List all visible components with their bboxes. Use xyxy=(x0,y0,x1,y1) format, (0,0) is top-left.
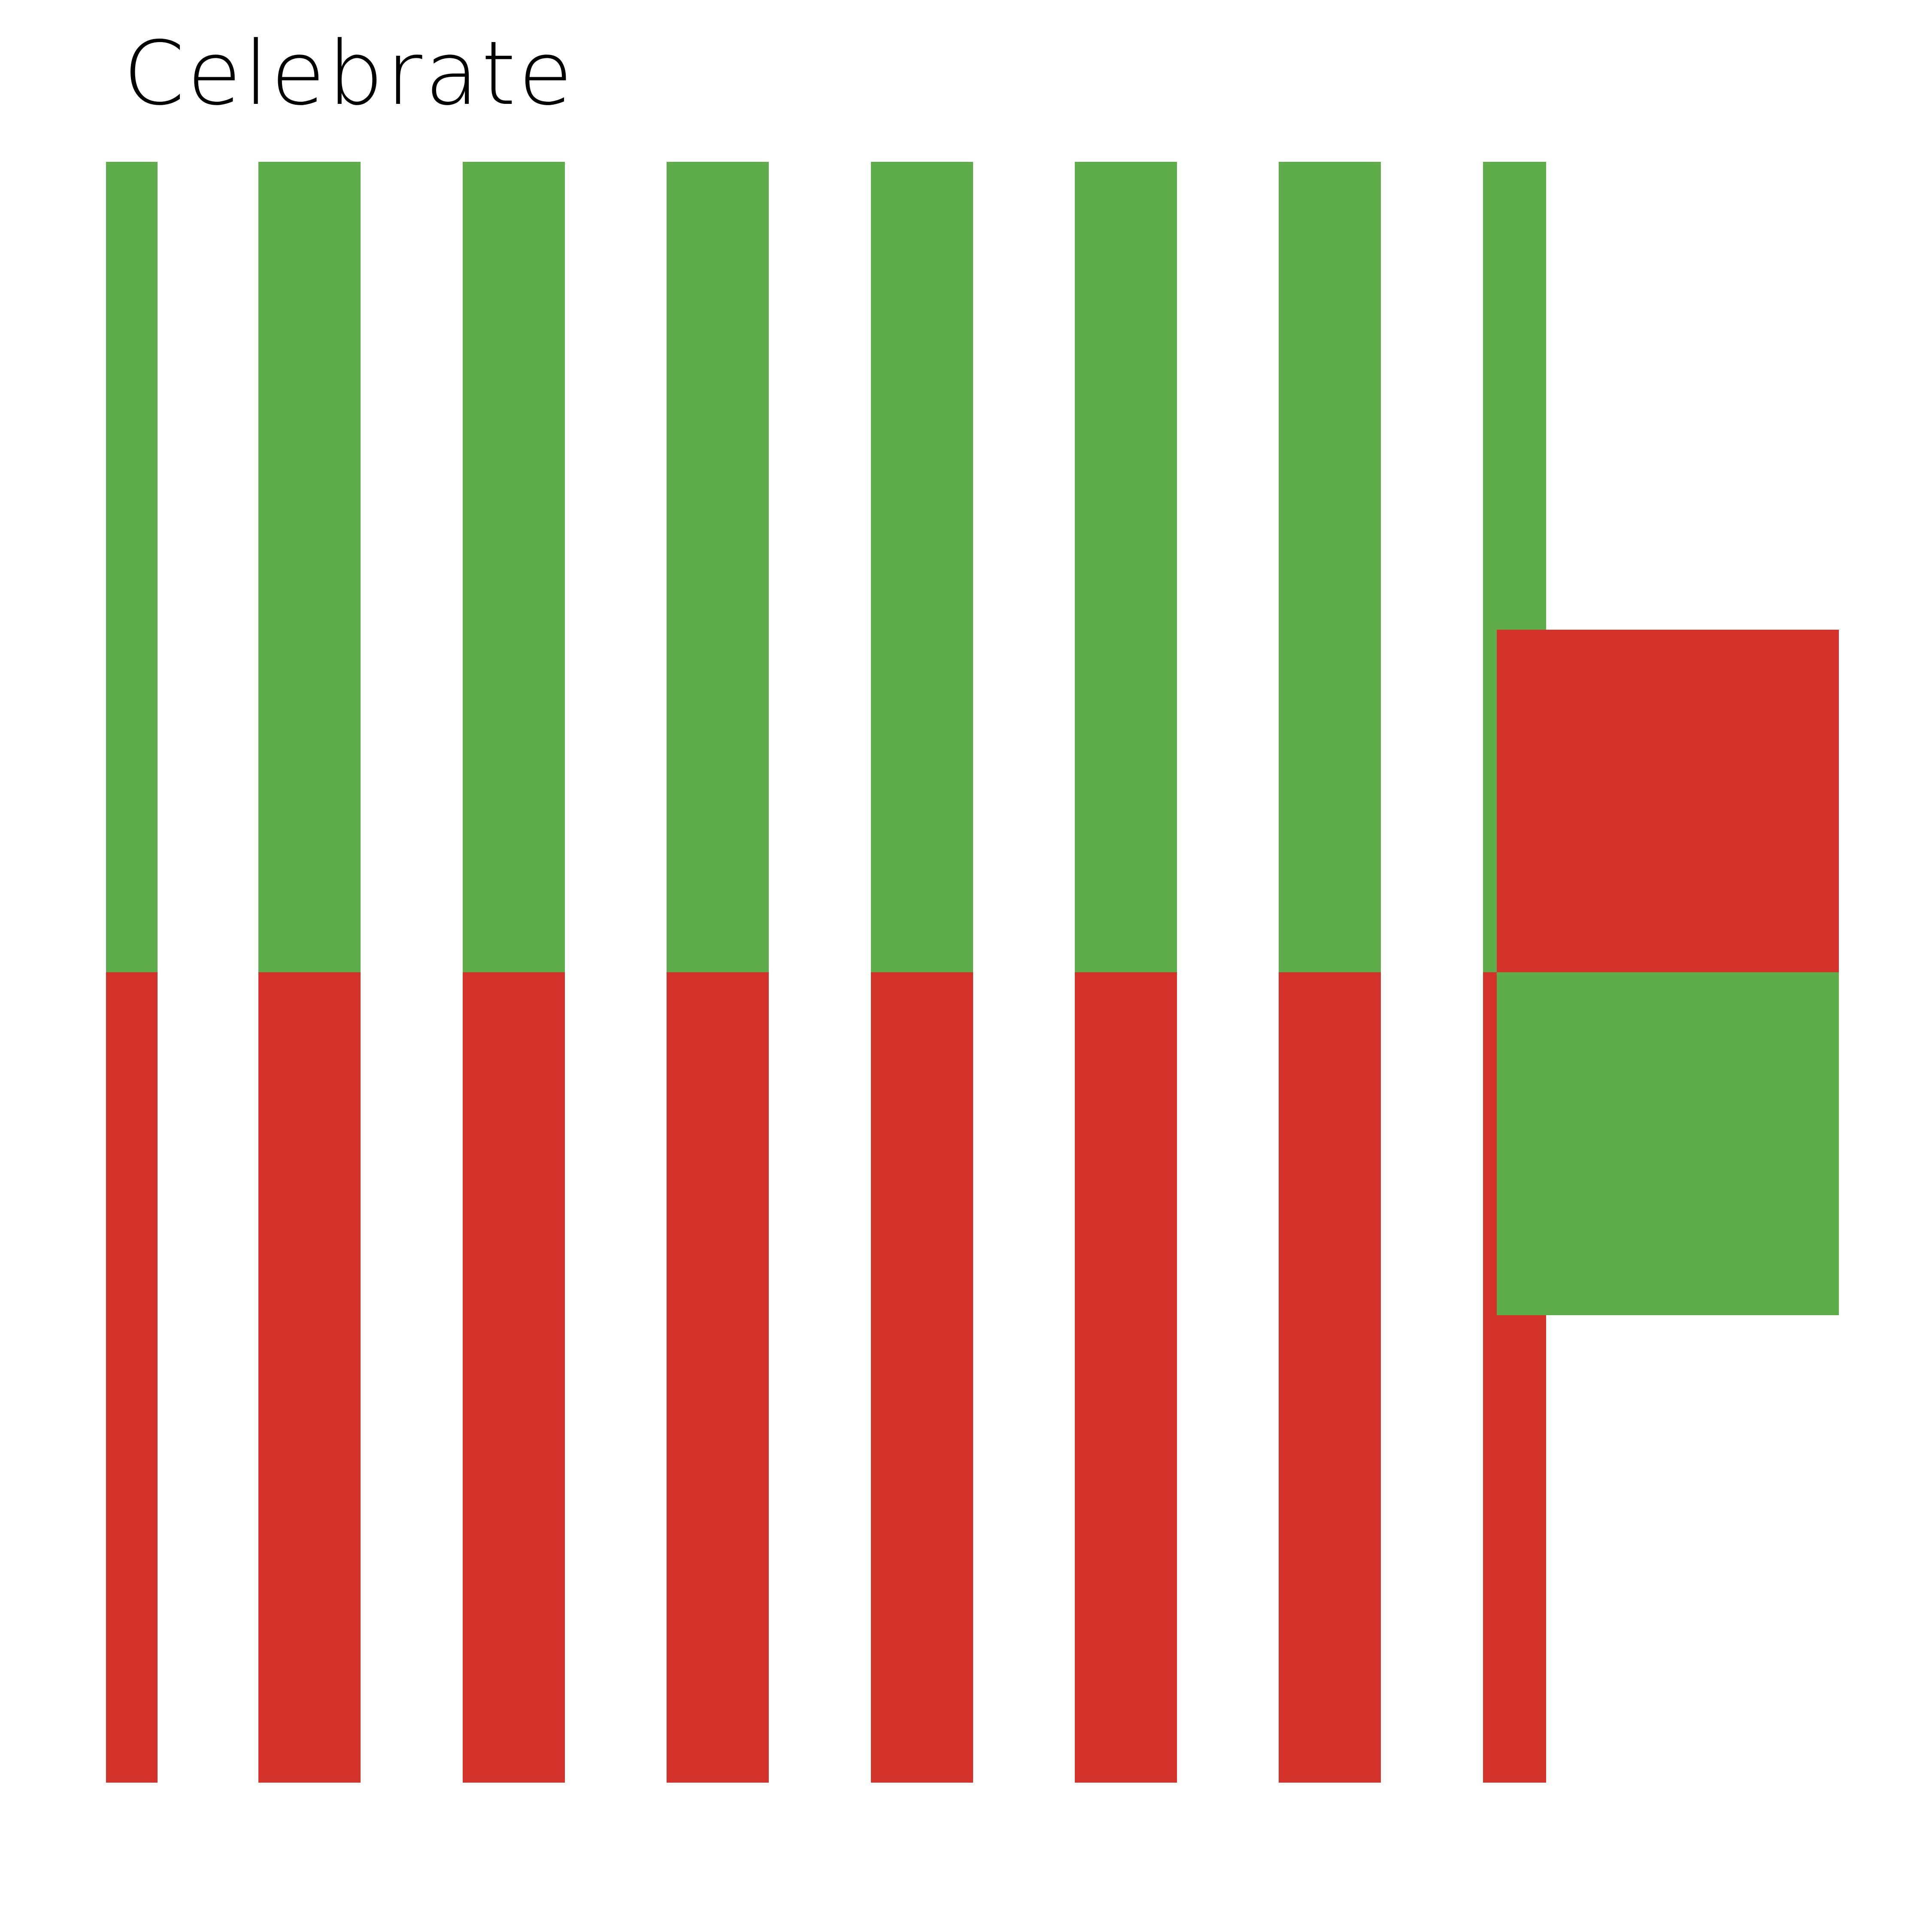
stripe-4 xyxy=(667,162,769,1783)
stripe-4-bottom xyxy=(667,972,769,1783)
stripe-1-top xyxy=(106,162,158,972)
stripe-6-bottom xyxy=(1075,972,1177,1783)
stripe-6 xyxy=(1075,162,1177,1783)
stripe-3-bottom xyxy=(463,972,565,1783)
stripe-3-top xyxy=(463,162,565,972)
page-title: Celebrate xyxy=(123,23,575,125)
stripe-5-bottom xyxy=(871,972,973,1783)
stripe-2-bottom xyxy=(258,972,361,1783)
stripe-7 xyxy=(1279,162,1381,1783)
stripe-1-bottom xyxy=(106,972,158,1783)
stripe-5 xyxy=(871,162,973,1783)
stripe-1 xyxy=(106,162,158,1783)
stripe-7-top xyxy=(1279,162,1381,972)
stripe-4-top xyxy=(667,162,769,972)
stripe-3 xyxy=(463,162,565,1783)
stripe-7-bottom xyxy=(1279,972,1381,1783)
flag-block-bottom xyxy=(1497,972,1839,1315)
flag-block xyxy=(1497,630,1839,1315)
stripe-6-top xyxy=(1075,162,1177,972)
flag-block-top xyxy=(1497,630,1839,972)
stripe-2 xyxy=(258,162,361,1783)
stripe-2-top xyxy=(258,162,361,972)
stripe-5-top xyxy=(871,162,973,972)
